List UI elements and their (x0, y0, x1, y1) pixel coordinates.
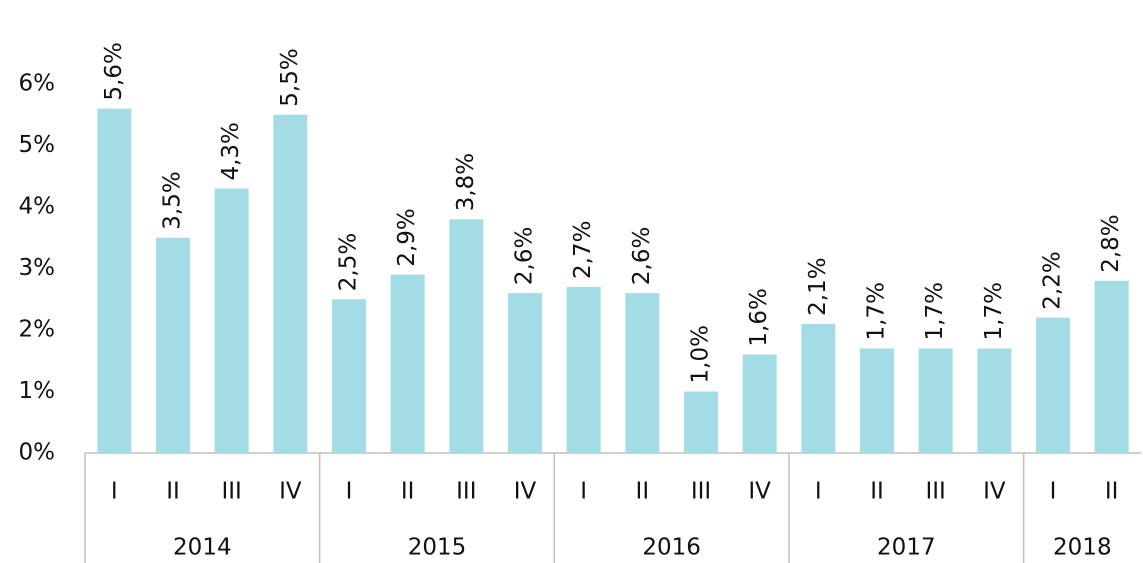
y-tick-label: 1% (19, 378, 56, 404)
group-label: 2015 (408, 535, 467, 561)
x-tick-label: II (401, 479, 415, 505)
bar (742, 354, 777, 453)
y-tick-label: 0% (19, 440, 56, 466)
y-tick-label: 6% (19, 71, 56, 97)
y-tick-label: 2% (19, 317, 56, 343)
x-tick-label: II (870, 479, 884, 505)
x-tick-label: I (815, 479, 822, 505)
data-label: 1,0% (688, 325, 714, 383)
x-tick-label: IV (514, 479, 537, 505)
data-label: 3,5% (160, 171, 186, 229)
bar (449, 219, 484, 453)
data-label: 2,6% (629, 227, 655, 285)
bar (1094, 280, 1129, 453)
bar (156, 237, 190, 453)
bar (332, 299, 366, 453)
x-tick-label: III (221, 479, 241, 505)
data-label: 2,7% (570, 221, 596, 279)
data-label: 1,7% (922, 282, 948, 340)
data-label: 1,7% (864, 282, 890, 340)
x-tick-label: I (111, 479, 118, 505)
bar (390, 274, 425, 453)
y-tick-label: 4% (19, 194, 56, 220)
bar (625, 293, 660, 453)
group-label: 2016 (642, 535, 701, 561)
bar (508, 293, 542, 453)
data-label: 5,5% (277, 48, 303, 106)
bar (214, 188, 249, 454)
x-tick-label: II (636, 479, 650, 505)
data-label: 2,5% (336, 233, 362, 291)
bar (273, 114, 308, 453)
bar (97, 108, 132, 453)
bar (566, 286, 601, 453)
data-label: 2,8% (1098, 214, 1124, 272)
x-tick-label: I (346, 479, 353, 505)
group-label: 2017 (877, 535, 936, 561)
group-label: 2014 (173, 535, 232, 561)
bar (801, 323, 836, 453)
bar (684, 391, 718, 453)
x-tick-label: III (925, 479, 945, 505)
x-tick-label: III (456, 479, 476, 505)
x-tick-label: II (1105, 479, 1119, 505)
data-label: 2,1% (805, 257, 831, 315)
x-tick-label: IV (983, 479, 1006, 505)
x-tick-label: I (1050, 479, 1057, 505)
x-tick-label: IV (279, 479, 302, 505)
x-tick-label: II (166, 479, 180, 505)
y-tick-label: 5% (19, 132, 56, 158)
data-label: 1,7% (981, 282, 1007, 340)
x-tick-label: I (580, 479, 587, 505)
data-label: 2,9% (394, 208, 420, 266)
bar (977, 348, 1012, 453)
data-label: 5,6% (101, 42, 127, 100)
data-label: 3,8% (453, 153, 479, 211)
data-label: 4,3% (218, 122, 244, 180)
bar (918, 348, 953, 453)
data-label: 2,6% (512, 227, 538, 285)
bar (1036, 317, 1070, 453)
data-label: 1,6% (746, 288, 772, 346)
x-tick-label: III (691, 479, 711, 505)
bar (860, 348, 894, 453)
data-label: 2,2% (1040, 251, 1066, 309)
group-label: 2018 (1053, 535, 1112, 561)
x-tick-label: IV (748, 479, 771, 505)
y-tick-label: 3% (19, 255, 56, 281)
